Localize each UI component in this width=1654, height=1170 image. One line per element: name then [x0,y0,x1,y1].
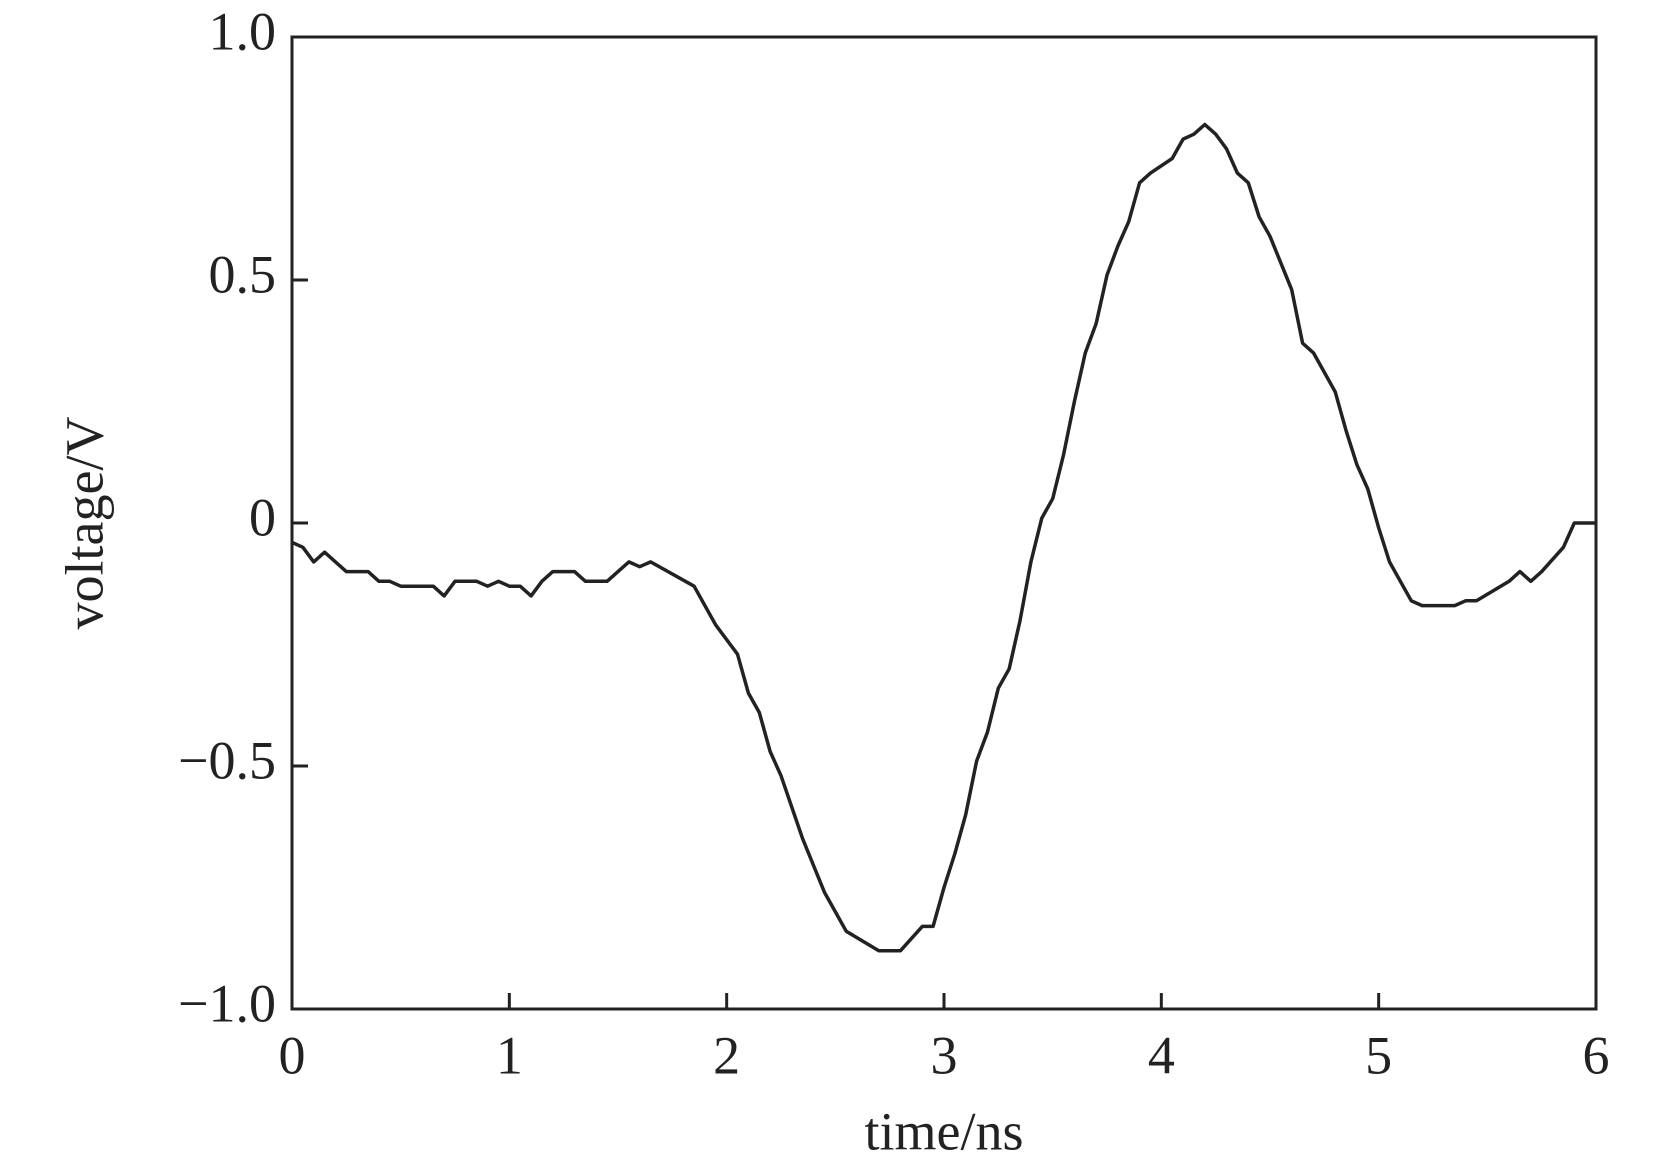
x-tick-label: 1 [496,1025,523,1085]
x-tick-label: 4 [1148,1025,1175,1085]
data-line [291,122,1596,953]
plot-frame [290,35,1598,1011]
y-tick-label: 0 [249,487,276,547]
y-tick-label: −0.5 [178,730,276,790]
y-tick-label: 1.0 [209,1,277,61]
x-tick-label: 5 [1365,1025,1392,1085]
y-tick-label: 0.5 [209,244,277,304]
x-tick-label: 3 [931,1025,958,1085]
x-axis-label: time/ns [865,1101,1024,1161]
y-axis-label: voltage/V [54,417,114,630]
x-tick-label: 0 [279,1025,306,1085]
y-tick-label: −1.0 [178,973,276,1033]
x-tick-label: 2 [713,1025,740,1085]
x-tick-label: 6 [1583,1025,1610,1085]
